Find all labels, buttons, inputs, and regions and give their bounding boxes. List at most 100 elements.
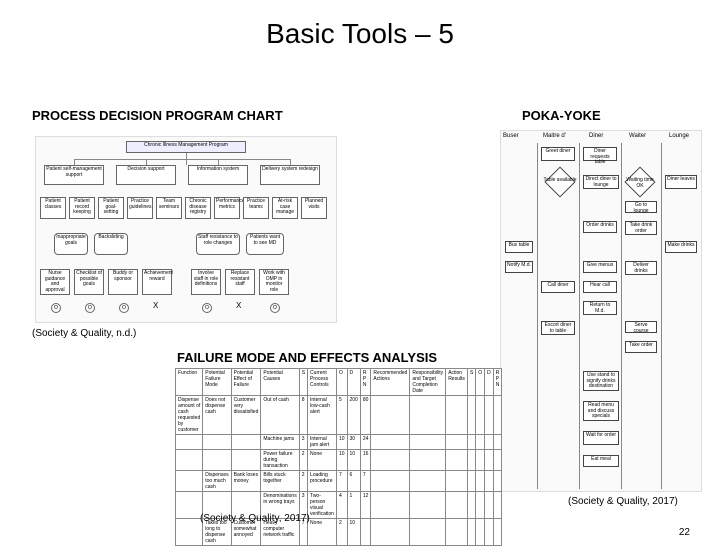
- pdpc-r3-6: Patients want to see MD: [246, 233, 284, 255]
- py-node-8: Take drink order: [625, 221, 657, 235]
- fmea-cell: [476, 492, 485, 519]
- fmea-cell: 10: [336, 435, 347, 450]
- fmea-cell: 16: [360, 450, 371, 471]
- fmea-cell: [371, 492, 410, 519]
- fmea-cell: [485, 519, 494, 546]
- fmea-cell: [476, 450, 485, 471]
- pdpc-r2-5: Chronic disease registry: [185, 197, 211, 219]
- pdpc-r2-0: Patient classes: [40, 197, 66, 219]
- fmea-cell: [371, 471, 410, 492]
- pdpc-r2-3: Practice guidelines: [127, 197, 153, 219]
- fmea-cell: 4: [336, 492, 347, 519]
- pdpc-r4-5: Replace resistant staff: [225, 269, 255, 295]
- fmea-cell: [176, 471, 203, 492]
- fmea-cell: [410, 519, 446, 546]
- fmea-cell: Out of cash: [261, 396, 299, 435]
- pdpc-r4-4: Involve staff in role definitions: [191, 269, 221, 295]
- pdpc-r3-5: Staff resistance to role changes: [196, 233, 240, 255]
- citation-pdpc: (Society & Quality, n.d.): [32, 328, 136, 339]
- py-col-4: Lounge: [669, 133, 689, 139]
- fmea-cell: [360, 519, 371, 546]
- fmea-header: Potential Effect of Failure: [231, 369, 261, 396]
- pdpc-r2-7: Practice teams: [243, 197, 269, 219]
- fmea-cell: 7: [336, 471, 347, 492]
- fmea-cell: 7: [360, 471, 371, 492]
- fmea-cell: [476, 471, 485, 492]
- fmea-cell: [467, 471, 475, 492]
- fmea-cell: [446, 435, 468, 450]
- fmea-cell: [476, 396, 485, 435]
- py-node-13: Deliver drinks: [625, 261, 657, 275]
- fmea-header: S: [299, 369, 307, 396]
- fmea-header: D: [347, 369, 360, 396]
- fmea-cell: [493, 471, 502, 492]
- fmea-header: S: [467, 369, 475, 396]
- fmea-cell: [476, 435, 485, 450]
- fmea-cell: [446, 396, 468, 435]
- fmea-cell: [467, 450, 475, 471]
- py-col-2: Diner: [589, 133, 603, 139]
- fmea-cell: [485, 450, 494, 471]
- fmea-cell: Customer very dissatisfied: [231, 396, 261, 435]
- fmea-cell: 200: [347, 396, 360, 435]
- pdpc-sym-4: O: [202, 303, 212, 313]
- fmea-cell: Bills stuck together: [261, 471, 299, 492]
- py-node-7: Order drinks: [583, 221, 617, 233]
- fmea-header: Potential Failure Mode: [203, 369, 231, 396]
- fmea-cell: [485, 435, 494, 450]
- fmea-header: Potential Causes: [261, 369, 299, 396]
- fmea-cell: 1: [347, 492, 360, 519]
- py-col-3: Waiter: [629, 133, 646, 139]
- pokayoke-diagram: Buser Maitre d' Diner Waiter Lounge Gree…: [500, 130, 702, 492]
- fmea-cell: Power failure during transaction: [261, 450, 299, 471]
- fmea-cell: 24: [360, 435, 371, 450]
- fmea-cell: [371, 435, 410, 450]
- pdpc-r1-2: Information system: [188, 165, 248, 185]
- pdpc-r4-6: Work with OMP in monitor role: [259, 269, 289, 295]
- fmea-cell: [203, 450, 231, 471]
- fmea-cell: 30: [347, 435, 360, 450]
- citation-pokayoke: (Society & Quality, 2017): [568, 496, 678, 507]
- fmea-header: Current Process Controls: [308, 369, 337, 396]
- py-node-1: Diner requests table: [583, 147, 617, 161]
- fmea-cell: [410, 492, 446, 519]
- fmea-cell: 80: [360, 396, 371, 435]
- py-col-0: Buser: [503, 133, 519, 139]
- py-node-21: Read menu and discuss specials: [583, 401, 619, 421]
- fmea-cell: [446, 492, 468, 519]
- pdpc-sym-2: O: [119, 303, 129, 313]
- fmea-cell: [371, 519, 410, 546]
- pdpc-r1-1: Decision support: [116, 165, 176, 185]
- pdpc-sym-6: O: [270, 303, 280, 313]
- fmea-cell: None: [308, 519, 337, 546]
- py-node-16: Return to M.d.: [583, 301, 617, 315]
- pdpc-r1-3: Delivery system redesign: [260, 165, 320, 185]
- fmea-cell: [467, 396, 475, 435]
- fmea-cell: Internal low-cash alert: [308, 396, 337, 435]
- py-node-12: Give menus: [583, 261, 617, 273]
- table-row: Dispense amount of cash requested by cus…: [176, 396, 502, 435]
- pdpc-diagram: Chronic Illness Management Program Patie…: [35, 136, 337, 323]
- fmea-cell: [446, 519, 468, 546]
- fmea-cell: [493, 435, 502, 450]
- fmea-cell: Bank loses money: [231, 471, 261, 492]
- fmea-cell: [410, 435, 446, 450]
- fmea-cell: [485, 396, 494, 435]
- py-node-19: Take order: [625, 341, 657, 353]
- fmea-cell: [493, 396, 502, 435]
- fmea-cell: None: [308, 450, 337, 471]
- py-node-3: Direct diner to lounge: [583, 175, 619, 189]
- fmea-cell: Dispenses too much cash: [203, 471, 231, 492]
- fmea-cell: 5: [336, 396, 347, 435]
- py-node-20: Use stand to signify drinks destination: [583, 371, 619, 391]
- fmea-header: Recommended Actions: [371, 369, 410, 396]
- citation-fmea: (Society & Quality, 2017): [200, 513, 310, 524]
- fmea-cell: [467, 519, 475, 546]
- fmea-cell: [410, 450, 446, 471]
- pdpc-r4-3: Achievement reward: [142, 269, 172, 295]
- fmea-cell: Machine jams: [261, 435, 299, 450]
- fmea-cell: 6: [347, 471, 360, 492]
- fmea-cell: Internal jam alert: [308, 435, 337, 450]
- py-col-1: Maitre d': [543, 133, 566, 139]
- fmea-cell: 12: [360, 492, 371, 519]
